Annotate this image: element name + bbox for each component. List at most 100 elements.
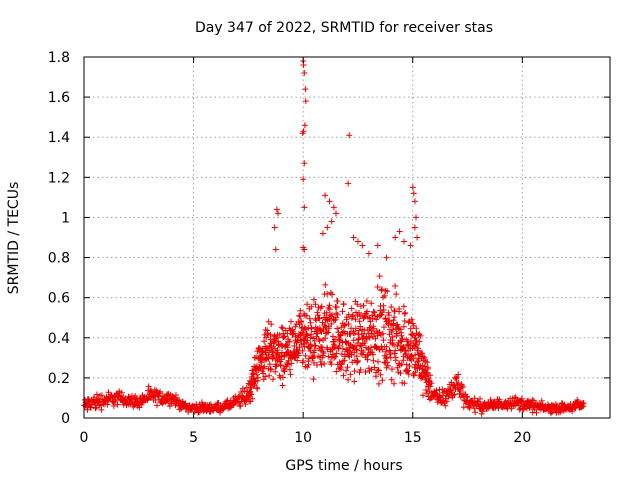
data-point [301,160,308,167]
data-point [255,374,261,381]
data-point [334,298,341,304]
data-point [305,361,312,368]
data-point [373,344,380,351]
data-point [343,367,350,374]
data-point [268,343,275,350]
data-point [374,284,381,290]
data-point [347,371,354,378]
data-point [357,323,364,330]
data-point [304,337,311,344]
data-point [307,334,314,341]
data-point [547,410,554,417]
data-point [338,324,345,331]
data-point [300,128,307,135]
data-point [265,351,272,358]
data-point [427,383,434,390]
data-point [307,319,314,326]
data-point [416,338,423,345]
data-point [385,312,392,319]
data-point [293,339,300,346]
data-point [400,323,407,330]
data-point [284,361,291,368]
data-point [400,303,407,310]
data-point [290,329,297,335]
data-point [272,335,279,342]
data-point [368,300,375,307]
data-point [340,372,347,379]
data-point [198,399,205,406]
data-point [253,371,260,378]
data-point [421,354,428,361]
data-point [281,368,288,375]
data-point [410,190,417,197]
data-point [365,365,372,372]
data-point [423,369,430,376]
data-point [400,343,407,350]
data-point [370,351,376,358]
data-point [364,308,371,315]
data-point [173,392,179,399]
data-point [166,403,173,410]
data-point [351,330,358,337]
data-point [325,329,331,336]
data-point [281,333,288,340]
data-point [316,337,323,344]
data-point [332,353,339,360]
y-tick-label: 1.2 [48,170,70,186]
data-point [347,330,354,337]
data-point [403,361,410,368]
data-point [370,357,377,364]
data-point [322,281,329,288]
data-point [333,304,340,311]
data-point [398,329,405,336]
data-point [324,224,331,231]
data-point [356,309,362,316]
data-point [361,340,368,346]
data-point [511,395,518,401]
data-point [308,331,315,338]
data-point [384,359,391,366]
data-point [379,377,386,384]
data-point [351,378,358,385]
data-point [267,365,274,372]
data-point [318,303,325,310]
data-point [533,409,540,416]
data-point [224,397,231,404]
data-point [380,307,387,313]
data-point [266,372,273,379]
data-point [377,371,384,378]
data-point [414,234,421,241]
data-point [301,204,308,211]
data-point [402,309,409,316]
data-point [354,301,361,308]
data-point [341,357,348,364]
data-point [393,291,400,298]
data-point [411,372,417,379]
data-point [477,395,483,402]
data-point [371,309,378,316]
data-point [376,273,383,280]
data-point [408,331,415,338]
data-point [391,380,397,387]
data-point [323,309,330,316]
x-tick-label: 10 [294,430,312,446]
data-point [417,332,424,339]
data-point [339,345,346,352]
data-point [277,362,284,368]
data-point [145,383,152,390]
data-point [381,324,387,331]
data-point [371,364,378,371]
x-tick-label: 0 [80,430,89,446]
data-point [268,321,275,328]
data-point [302,86,309,93]
data-point [329,291,336,298]
data-point [157,388,164,395]
data-point [351,368,358,375]
data-point [478,410,485,417]
x-axis-label: GPS time / hours [285,458,402,474]
data-point [314,330,321,337]
data-point [328,218,335,225]
data-point [300,176,307,183]
x-tick-label: 15 [404,430,422,446]
